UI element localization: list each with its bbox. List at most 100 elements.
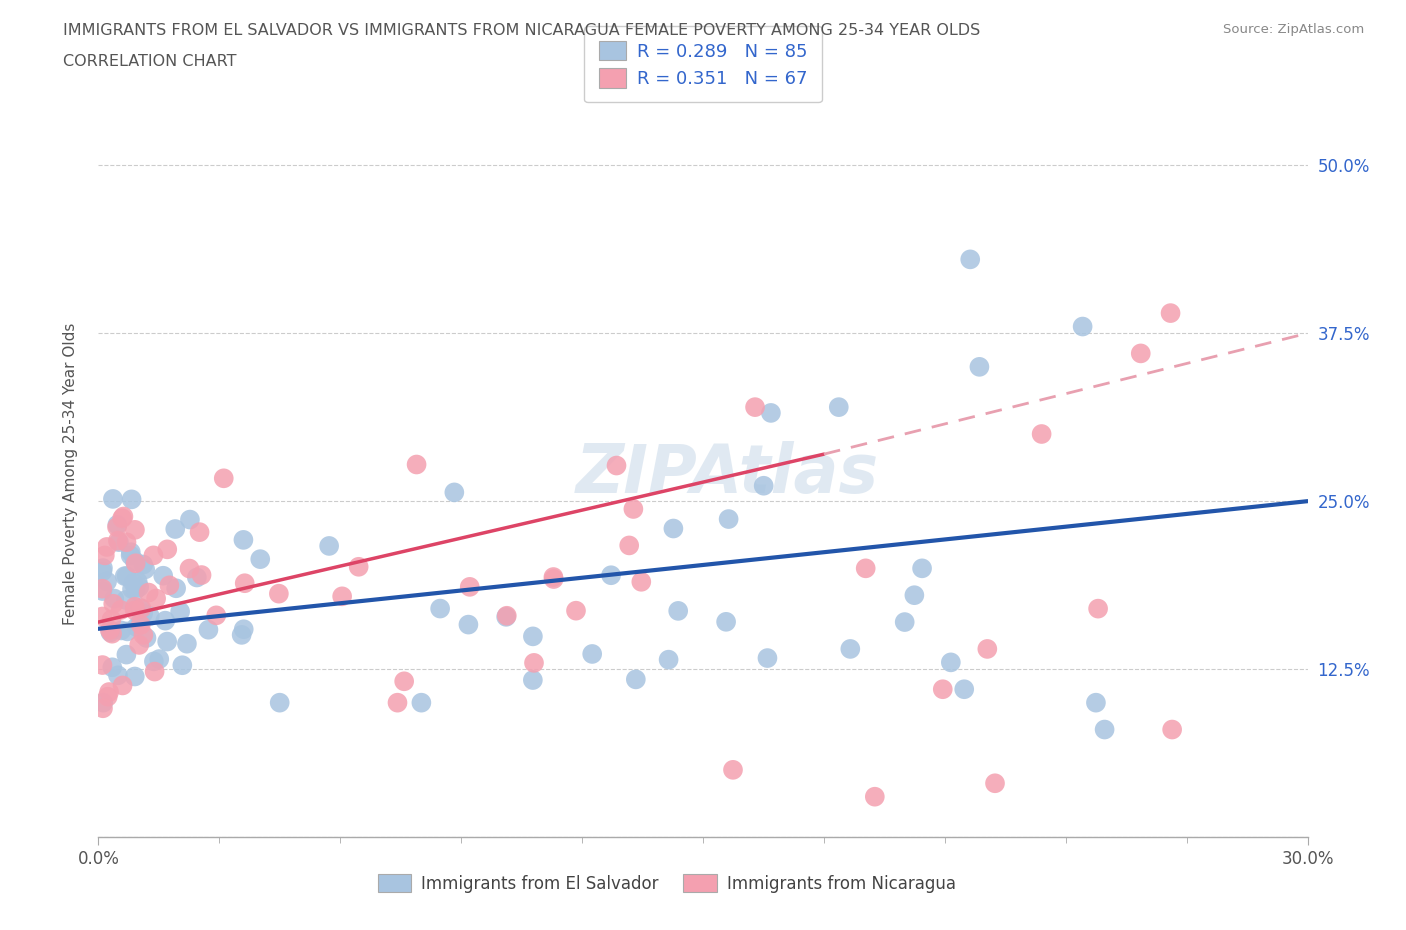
Point	[522, 629, 544, 644]
Point	[139, 608, 162, 623]
Point	[157, 578, 180, 592]
Point	[172, 658, 194, 672]
Point	[129, 601, 152, 616]
Point	[91, 609, 114, 624]
Point	[717, 512, 740, 526]
Point	[107, 668, 129, 683]
Point	[543, 569, 565, 584]
Point	[156, 542, 179, 557]
Point	[630, 575, 652, 590]
Point	[523, 656, 546, 671]
Y-axis label: Female Poverty Among 25-34 Year Olds: Female Poverty Among 25-34 Year Olds	[63, 323, 77, 626]
Point	[111, 678, 134, 693]
Point	[188, 525, 211, 539]
Point	[232, 533, 254, 548]
Point	[91, 696, 114, 711]
Point	[103, 596, 125, 611]
Point	[605, 458, 627, 473]
Point	[405, 457, 427, 472]
Point	[624, 672, 647, 687]
Point	[94, 548, 117, 563]
Point	[267, 586, 290, 601]
Point	[1031, 427, 1053, 442]
Point	[96, 539, 118, 554]
Point	[91, 584, 114, 599]
Point	[115, 647, 138, 662]
Point	[129, 615, 152, 630]
Point	[91, 561, 114, 576]
Point	[190, 567, 212, 582]
Point	[863, 790, 886, 804]
Point	[120, 545, 142, 560]
Point	[619, 538, 641, 552]
Point	[98, 684, 121, 699]
Legend: Immigrants from El Salvador, Immigrants from Nicaragua: Immigrants from El Salvador, Immigrants …	[370, 866, 965, 901]
Point	[91, 565, 114, 579]
Point	[893, 615, 915, 630]
Point	[124, 583, 146, 598]
Point	[903, 588, 925, 603]
Point	[839, 642, 862, 657]
Point	[128, 637, 150, 652]
Point	[132, 628, 155, 643]
Point	[121, 492, 143, 507]
Point	[98, 622, 121, 637]
Point	[621, 501, 644, 516]
Point	[721, 763, 744, 777]
Point	[179, 561, 201, 576]
Point	[110, 623, 132, 638]
Point	[112, 509, 135, 524]
Point	[932, 682, 955, 697]
Point	[105, 520, 128, 535]
Point	[179, 512, 201, 527]
Point	[1161, 722, 1184, 737]
Point	[124, 523, 146, 538]
Text: CORRELATION CHART: CORRELATION CHART	[63, 54, 236, 69]
Point	[197, 622, 219, 637]
Point	[142, 654, 165, 669]
Point	[96, 574, 118, 589]
Point	[1094, 722, 1116, 737]
Point	[666, 604, 689, 618]
Point	[662, 521, 685, 536]
Point	[135, 631, 157, 645]
Point	[134, 562, 156, 577]
Point	[231, 628, 253, 643]
Point	[1084, 696, 1107, 711]
Point	[714, 615, 737, 630]
Point	[107, 533, 129, 548]
Point	[129, 618, 152, 632]
Point	[249, 551, 271, 566]
Point	[127, 574, 149, 589]
Point	[411, 696, 433, 711]
Point	[233, 576, 256, 591]
Point	[148, 652, 170, 667]
Point	[97, 689, 120, 704]
Point	[155, 613, 177, 628]
Point	[186, 570, 208, 585]
Point	[101, 491, 124, 506]
Point	[145, 591, 167, 606]
Point	[458, 579, 481, 594]
Point	[101, 660, 124, 675]
Point	[100, 625, 122, 640]
Point	[131, 601, 153, 616]
Point	[124, 554, 146, 569]
Point	[495, 609, 517, 624]
Point	[114, 568, 136, 583]
Point	[124, 599, 146, 614]
Point	[1160, 306, 1182, 321]
Point	[120, 548, 142, 563]
Point	[125, 619, 148, 634]
Point	[828, 400, 851, 415]
Point	[124, 603, 146, 618]
Point	[91, 658, 114, 672]
Point	[953, 682, 976, 697]
Point	[128, 579, 150, 594]
Point	[115, 535, 138, 550]
Point	[330, 589, 353, 604]
Point	[752, 478, 775, 493]
Point	[756, 651, 779, 666]
Point	[205, 608, 228, 623]
Point	[132, 605, 155, 620]
